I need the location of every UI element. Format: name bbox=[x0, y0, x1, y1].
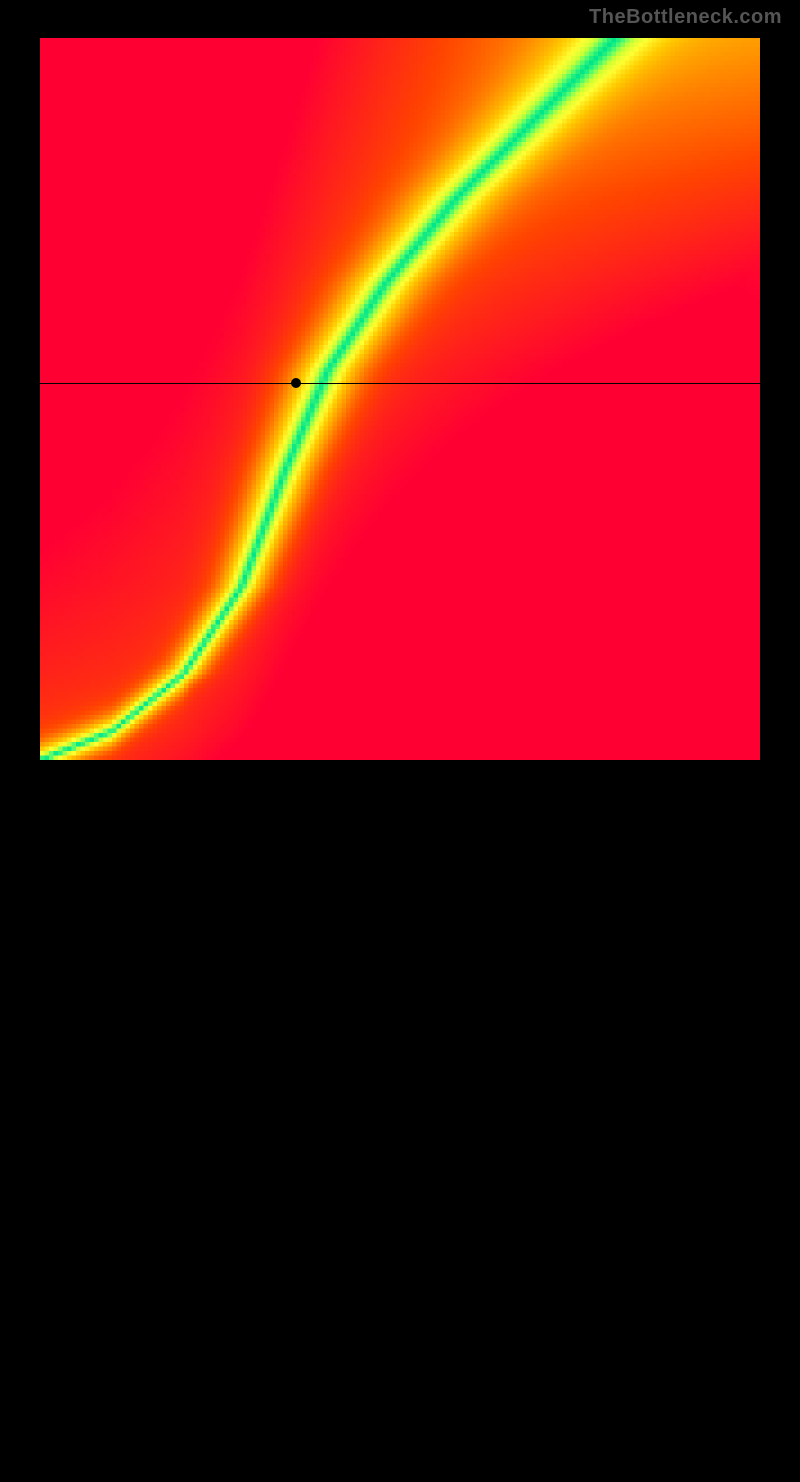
watermark-text: TheBottleneck.com bbox=[589, 6, 782, 29]
heatmap-plot bbox=[40, 38, 760, 760]
heatmap-canvas bbox=[40, 38, 760, 760]
crosshair-vertical bbox=[296, 760, 297, 1482]
